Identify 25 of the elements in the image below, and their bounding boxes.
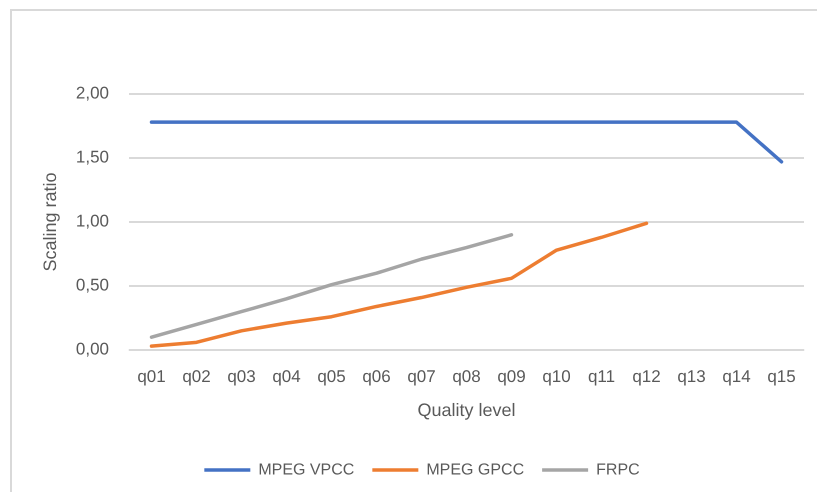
y-tick-label: 0,50 [76, 276, 109, 295]
x-tick-label: q07 [407, 366, 436, 386]
x-axis-title: Quality level [417, 400, 516, 420]
legend-label: MPEG GPCC [426, 461, 524, 478]
legend-label: FRPC [596, 461, 640, 478]
y-tick-label: 1,50 [76, 148, 109, 167]
x-tick-label: q10 [542, 366, 571, 386]
x-tick-label: q12 [632, 366, 661, 386]
y-tick-label: 0,00 [76, 340, 109, 359]
x-tick-label: q08 [452, 366, 481, 386]
x-tick-label: q09 [497, 366, 526, 386]
x-tick-label: q02 [182, 366, 211, 386]
x-tick-label: q03 [227, 366, 256, 386]
x-tick-label: q13 [677, 366, 706, 386]
x-tick-label: q14 [722, 366, 751, 386]
x-tick-label: q04 [272, 366, 301, 386]
legend-label: MPEG VPCC [258, 461, 354, 478]
y-tick-label: 1,00 [76, 212, 109, 231]
x-tick-label: q15 [767, 366, 796, 386]
x-tick-label: q01 [137, 366, 166, 386]
x-tick-label: q11 [588, 366, 616, 386]
y-tick-label: 2,00 [76, 84, 109, 103]
y-axis-title: Scaling ratio [40, 172, 60, 272]
x-tick-label: q06 [362, 366, 391, 386]
x-tick-label: q05 [317, 366, 346, 386]
